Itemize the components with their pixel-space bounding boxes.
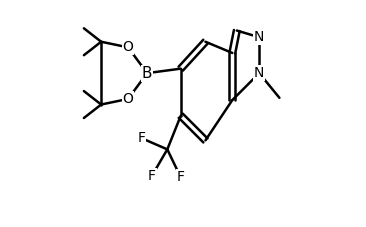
Text: F: F bbox=[147, 169, 156, 183]
Text: F: F bbox=[138, 131, 146, 145]
Text: O: O bbox=[123, 92, 134, 106]
Text: B: B bbox=[142, 66, 152, 81]
Text: O: O bbox=[123, 40, 134, 54]
Text: N: N bbox=[254, 66, 264, 80]
Text: F: F bbox=[177, 170, 185, 184]
Text: N: N bbox=[254, 30, 264, 44]
